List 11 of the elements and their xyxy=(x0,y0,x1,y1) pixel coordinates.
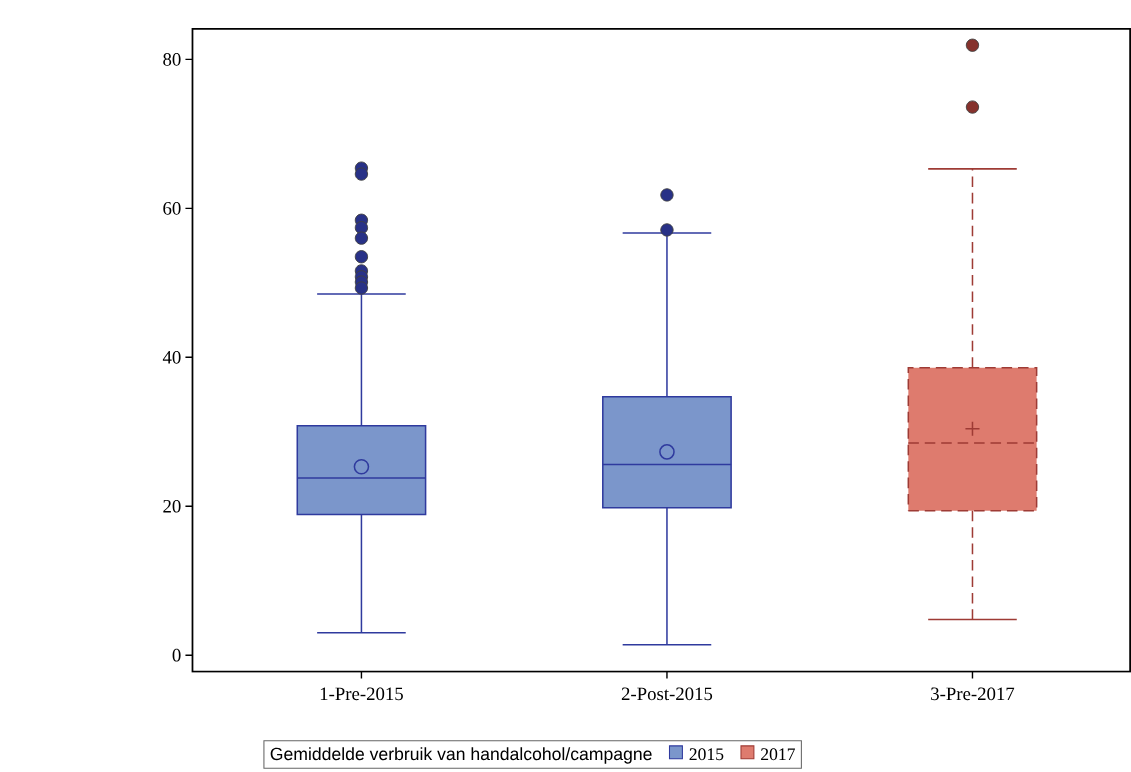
y-tick-label: 40 xyxy=(162,350,181,364)
y-tick-label: 20 xyxy=(163,499,181,513)
y-tick-label: 60 xyxy=(163,201,181,215)
legend-title: Gemiddelde verbruik van handalcohol/campagne xyxy=(270,747,652,764)
x-tick-label: 2-Post-2015 xyxy=(621,687,713,701)
x-tick-label: 1-Pre-2015 xyxy=(320,687,403,701)
y-tick-label: 80 xyxy=(163,53,181,66)
legend-label: 2017 xyxy=(761,748,795,761)
y-tick-label: 0 xyxy=(172,648,181,662)
legend-label: 2015 xyxy=(689,748,724,761)
x-tick-label: 3-Pre-2017 xyxy=(931,687,1015,701)
